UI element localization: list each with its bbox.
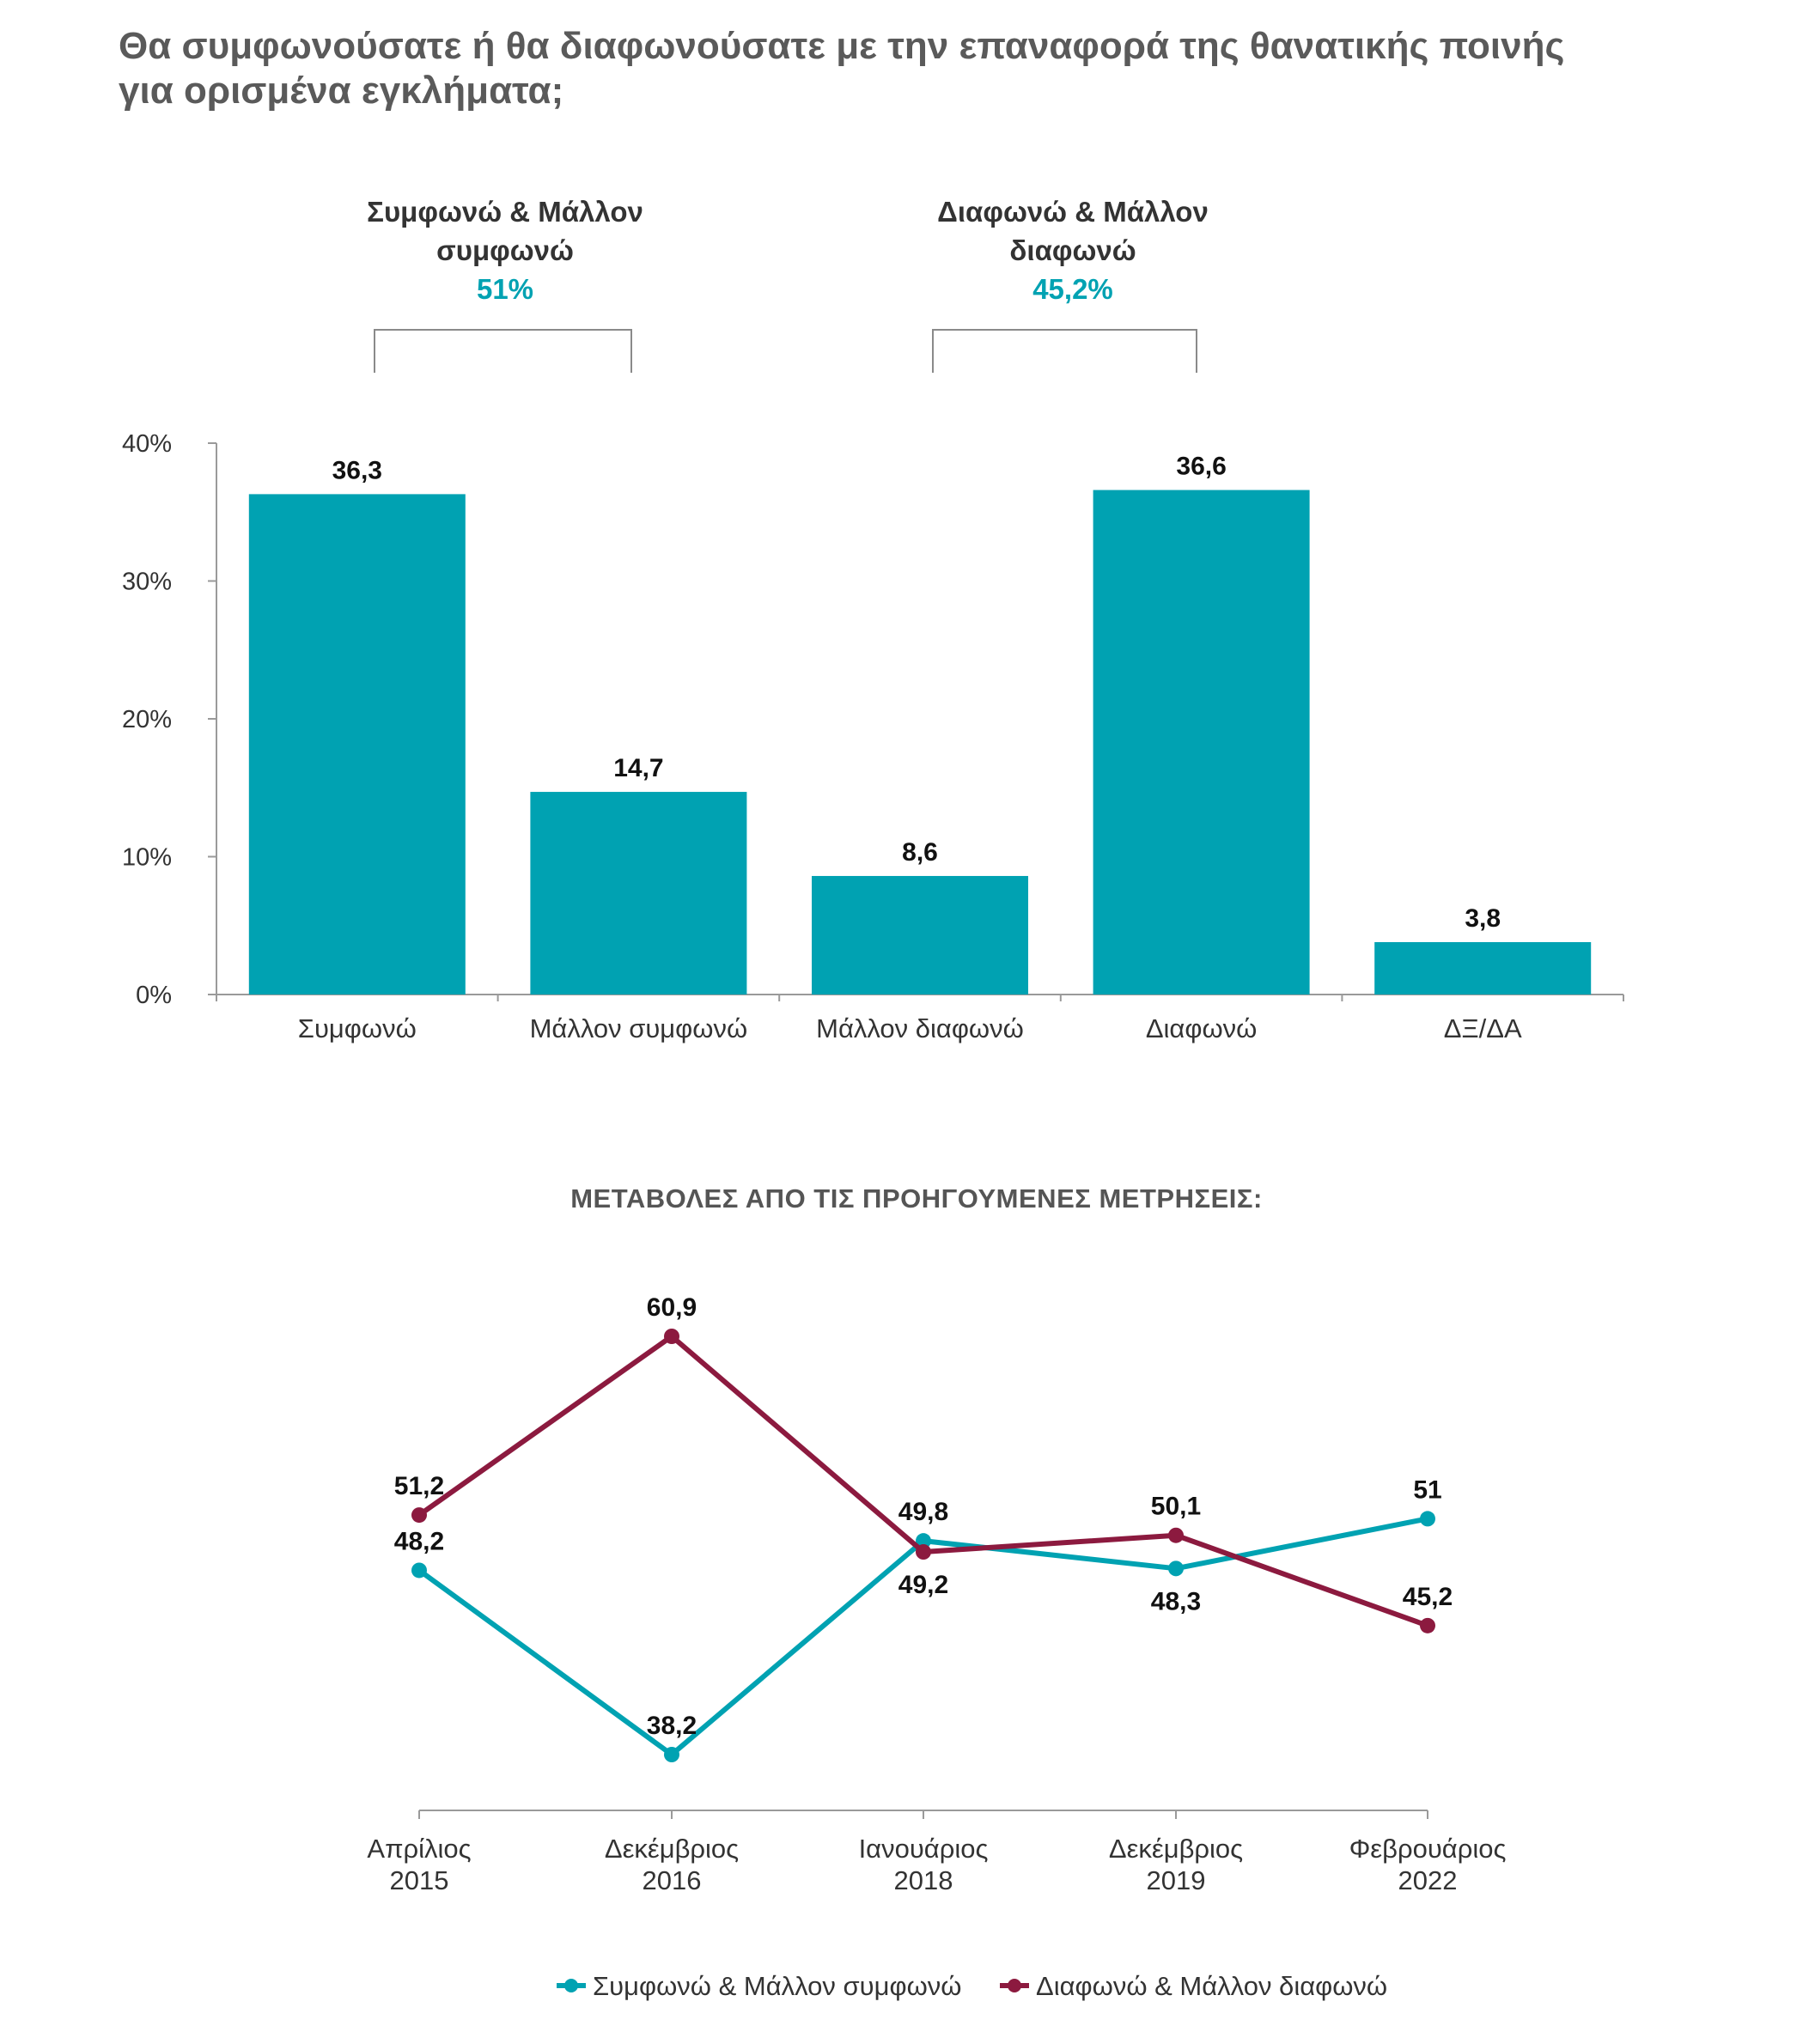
line-category-year: 2022: [1398, 1865, 1458, 1895]
point-value-label: 51,2: [394, 1472, 444, 1500]
legend: Συμφωνώ & Μάλλον συμφωνώ Διαφωνώ & Μάλλον…: [557, 1971, 1387, 2001]
bar-y-tick-label: 40%: [122, 430, 172, 458]
bar-category-label: Μάλλον διαφωνώ: [816, 1013, 1024, 1043]
bar-y-tick-label: 0%: [136, 982, 172, 1009]
series-point: [1168, 1560, 1184, 1577]
bar: [812, 875, 1028, 995]
point-value-label: 49,2: [898, 1571, 948, 1599]
line-category-label: Απρίλιος: [367, 1834, 471, 1864]
line-category-year: 2019: [1147, 1865, 1206, 1895]
bar-category-label: Συμφωνώ: [298, 1013, 417, 1043]
point-value-label: 50,1: [1151, 1493, 1201, 1521]
bar-chart: 0% 10% 20% 30% 40% 36,3 Συμφωνώ 14,7 Μάλλον συμφ…: [122, 430, 1624, 1043]
legend-swatch-dot: [1008, 1979, 1021, 1992]
chart-title-line2: για ορισμένα εγκλήματα;: [119, 70, 564, 112]
series-point: [664, 1747, 679, 1762]
bar-value-label: 36,6: [1176, 453, 1226, 481]
line-category-year: 2015: [390, 1865, 449, 1895]
point-value-label: 48,2: [394, 1527, 444, 1555]
bar: [248, 494, 466, 995]
legend-swatch-dot: [564, 1979, 578, 1992]
line-chart: Απρίλιος2015Δεκέμβριος2016Ιανουάριος2018…: [367, 1293, 1506, 1895]
bar: [530, 792, 747, 995]
bar-category-label: Διαφωνώ: [1146, 1013, 1258, 1043]
series-point: [664, 1329, 679, 1344]
bar-value-label: 3,8: [1465, 904, 1501, 933]
line-category-label: Δεκέμβριος: [1109, 1834, 1243, 1864]
line-chart-title: ΜΕΤΑΒΟΛΕΣ ΑΠΟ ΤΙΣ ΠΡΟΗΓΟΥΜΕΝΕΣ ΜΕΤΡΗΣΕΙΣ…: [570, 1183, 1263, 1214]
series-point: [1420, 1511, 1435, 1527]
group-disagree-bracket: [932, 329, 1197, 373]
bar: [1374, 942, 1592, 995]
line-category-year: 2016: [643, 1865, 702, 1895]
legend-label: Συμφωνώ & Μάλλον συμφωνώ: [593, 1971, 961, 2001]
bar-category-label: ΔΞ/ΔΑ: [1444, 1013, 1522, 1043]
chart-title-line1: Θα συμφωνούσατε ή θα διαφωνούσατε με την…: [119, 25, 1565, 67]
line-category-year: 2018: [894, 1865, 953, 1895]
line-category-label: Φεβρουάριος: [1349, 1834, 1507, 1864]
group-header-agree: Συμφωνώ & Μάλλον συμφωνώ 51%: [367, 196, 643, 373]
group-disagree-label-line1: Διαφωνώ & Μάλλον: [937, 196, 1209, 228]
bar-y-tick-label: 10%: [122, 844, 172, 872]
bar-value-label: 36,3: [332, 456, 382, 484]
group-disagree-value: 45,2%: [1032, 273, 1113, 305]
point-value-label: 45,2: [1403, 1583, 1453, 1611]
series-point: [1420, 1617, 1435, 1633]
group-agree-value: 51%: [477, 273, 533, 305]
line-category-label: Δεκέμβριος: [605, 1834, 739, 1864]
group-header-disagree: Διαφωνώ & Μάλλον διαφωνώ 45,2%: [932, 196, 1209, 373]
group-agree-label-line2: συμφωνώ: [436, 234, 574, 266]
bar-y-tick-label: 20%: [122, 706, 172, 733]
series-point: [1168, 1527, 1184, 1543]
line-category-label: Ιανουάριος: [859, 1834, 989, 1864]
series-point: [411, 1562, 427, 1579]
legend-label: Διαφωνώ & Μάλλον διαφωνώ: [1036, 1971, 1387, 2001]
point-value-label: 48,3: [1151, 1587, 1201, 1615]
bar-y-tick-label: 30%: [122, 569, 172, 596]
bar-category-label: Μάλλον συμφωνώ: [530, 1013, 748, 1043]
bar: [1093, 490, 1310, 995]
group-disagree-label-line2: διαφωνώ: [1009, 234, 1136, 266]
point-value-label: 38,2: [647, 1712, 697, 1740]
group-agree-bracket: [374, 329, 632, 373]
bar-value-label: 14,7: [613, 754, 663, 782]
series-point: [411, 1507, 427, 1524]
group-agree-label-line1: Συμφωνώ & Μάλλον: [367, 196, 643, 228]
chart-title: Θα συμφωνούσατε ή θα διαφωνούσατε με την…: [119, 24, 1751, 113]
point-value-label: 49,8: [898, 1498, 948, 1526]
point-value-label: 60,9: [647, 1293, 697, 1322]
bar-value-label: 8,6: [902, 838, 938, 867]
series-point: [916, 1544, 931, 1560]
point-value-label: 51: [1413, 1475, 1441, 1504]
series-point: [916, 1533, 931, 1549]
